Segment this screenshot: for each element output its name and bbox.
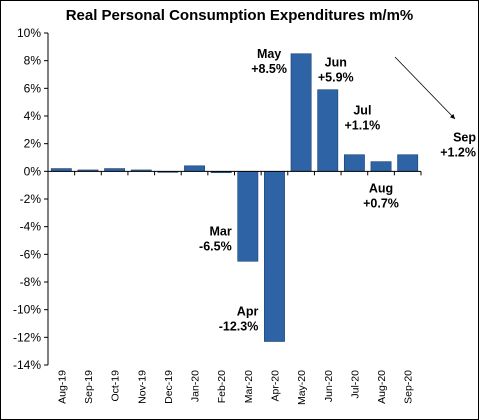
x-tick-label: Oct-19	[110, 370, 122, 402]
annotation-line: Sep	[453, 130, 476, 144]
annotation-may-20: May +8.5%	[251, 47, 287, 76]
x-axis: Aug-19 Sep-19 Oct-19 Nov-19 Dec-19 Jan-20 Feb-…	[47, 170, 422, 405]
annotation-jul-20: Jul +1.1%	[344, 104, 380, 133]
x-tick-label: Aug-20	[376, 370, 388, 404]
x-tick-label: Nov-19	[136, 370, 148, 404]
y-tick-label: -6%	[20, 247, 42, 261]
bar-apr-20	[264, 171, 285, 342]
annotation-jun-20: Jun +5.9%	[318, 56, 354, 85]
bar-aug-20	[370, 161, 392, 172]
annotation-line: Jun	[325, 56, 347, 70]
y-tick-label: 10%	[17, 26, 41, 40]
bar-jan-20	[184, 165, 205, 172]
trend-arrow	[394, 56, 456, 120]
annotation-mar-20: Mar -6.5%	[199, 224, 232, 253]
x-tick-label: Dec-19	[163, 370, 175, 404]
x-tick-label: Jun-20	[323, 370, 335, 402]
y-tick-label: -14%	[13, 358, 41, 372]
x-tick-label: Feb-20	[216, 370, 228, 403]
x-tick-label: Apr-20	[269, 370, 281, 402]
annotation-line: +1.1%	[344, 119, 380, 133]
x-tick-label: Jul-20	[349, 370, 361, 399]
bar-may-20	[290, 53, 312, 172]
annotation-apr-20: Apr -12.3%	[219, 304, 259, 333]
y-tick-label: 6%	[24, 81, 42, 95]
annotation-line: +0.7%	[363, 196, 399, 210]
annotation-line: -6.5%	[199, 239, 232, 253]
y-tick-label: -4%	[20, 220, 42, 234]
y-tick-label: 4%	[24, 109, 42, 123]
x-tick-label: Aug-19	[56, 370, 68, 404]
y-tick-label: -8%	[20, 275, 42, 289]
annotation-line: -12.3%	[219, 319, 259, 333]
y-tick-label: 8%	[24, 54, 42, 68]
x-tick-label: Sep-19	[83, 370, 95, 404]
annotation-line: Aug	[369, 181, 393, 195]
x-tick-label: Sep-20	[403, 370, 415, 404]
annotations: Mar -6.5% Apr -12.3% May +8.5% Jun +5.9% Jul +1.1…	[199, 47, 476, 334]
bars	[50, 53, 419, 342]
annotation-line: +8.5%	[251, 62, 287, 76]
x-tick-label: Mar-20	[243, 370, 255, 403]
annotation-line: Jul	[353, 104, 371, 118]
y-tick-label: 0%	[24, 164, 42, 178]
y-tick-label: -2%	[20, 192, 42, 206]
bar-jul-20	[343, 154, 365, 172]
annotation-line: +5.9%	[318, 71, 354, 85]
y-tick-label: -10%	[13, 303, 41, 317]
chart-title: Real Personal Consumption Expenditures m…	[65, 7, 414, 24]
y-axis: 10% 8% 6% 4% 2% 0% -2% -4% -6% -8% -10% -12% -14%	[13, 26, 49, 372]
bar-mar-20	[237, 171, 259, 262]
annotation-line: +1.2%	[440, 145, 476, 159]
annotation-aug-20: Aug +0.7%	[363, 181, 399, 210]
y-tick-label: -12%	[13, 330, 41, 344]
x-tick-label: May-20	[296, 370, 308, 405]
bar-sep-20	[397, 154, 419, 172]
annotation-line: Mar	[209, 224, 231, 238]
annotation-line: May	[257, 47, 281, 61]
x-tick-label: Jan-20	[190, 370, 202, 402]
y-tick-label: 2%	[24, 137, 42, 151]
annotation-sep-20: Sep +1.2%	[440, 130, 476, 159]
bar-jun-20	[317, 89, 339, 172]
annotation-line: Apr	[237, 304, 259, 318]
